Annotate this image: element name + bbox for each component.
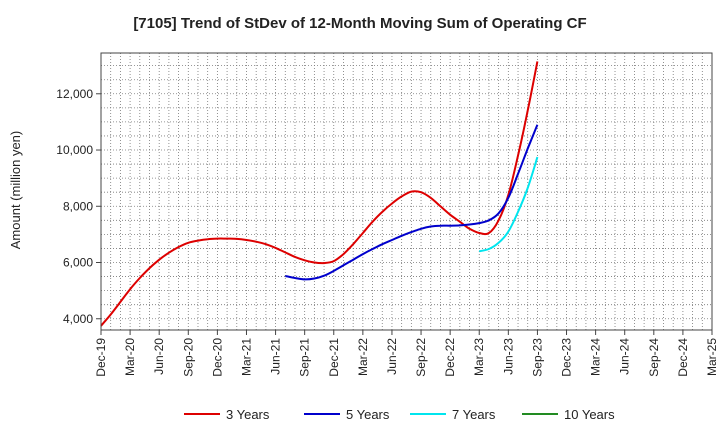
series-line-5-years <box>285 124 539 281</box>
legend-label: 3 Years <box>226 407 270 422</box>
x-tick-label: Dec-22 <box>443 338 457 377</box>
legend: 3 Years 5 Years 7 Years 10 Years <box>184 407 615 422</box>
x-tick-label: Jun-20 <box>152 338 166 375</box>
grid <box>101 53 712 330</box>
x-tick-label: Dec-20 <box>210 338 224 377</box>
x-tick-label: Dec-23 <box>560 338 574 377</box>
y-tick-label: 8,000 <box>63 199 93 213</box>
x-tick-label: Jun-24 <box>618 338 632 375</box>
y-tick-label: 10,000 <box>56 143 93 157</box>
x-tick-label: Dec-24 <box>676 338 690 377</box>
x-tick-label: Jun-23 <box>501 338 515 375</box>
x-tick-label: Mar-23 <box>472 338 486 376</box>
x-tick-label: Jun-22 <box>385 338 399 375</box>
x-tick-label: Sep-24 <box>647 338 661 377</box>
x-axis-ticks: Dec-19 Mar-20 Jun-20 Sep-20 Dec-20 Mar-21 Jun-… <box>94 330 719 377</box>
series-line-3-years <box>100 61 539 327</box>
x-tick-label: Jun-21 <box>269 338 283 375</box>
x-tick-label: Sep-23 <box>530 338 544 377</box>
x-tick-label: Mar-22 <box>356 338 370 376</box>
x-tick-label: Sep-21 <box>298 338 312 377</box>
legend-label: 7 Years <box>452 407 496 422</box>
legend-label: 10 Years <box>564 407 615 422</box>
x-tick-label: Mar-20 <box>123 338 137 376</box>
y-axis-ticks: 4,000 6,000 8,000 10,000 12,000 <box>56 87 101 326</box>
y-tick-label: 4,000 <box>63 312 93 326</box>
y-axis-label: Amount (million yen) <box>8 131 23 250</box>
chart-title: [7105] Trend of StDev of 12-Month Moving… <box>133 15 586 32</box>
legend-label: 5 Years <box>346 407 390 422</box>
x-tick-label: Mar-21 <box>239 338 253 376</box>
x-tick-label: Sep-22 <box>414 338 428 377</box>
y-tick-label: 12,000 <box>56 87 93 101</box>
series-lines <box>100 61 539 327</box>
x-tick-label: Dec-21 <box>327 338 341 377</box>
x-tick-label: Sep-20 <box>181 338 195 377</box>
series-line-7-years <box>478 156 539 253</box>
x-tick-label: Dec-19 <box>94 338 108 377</box>
x-tick-label: Mar-24 <box>589 338 603 376</box>
plot-frame <box>100 52 713 331</box>
x-tick-label: Mar-25 <box>705 338 719 376</box>
y-tick-label: 6,000 <box>63 256 93 270</box>
